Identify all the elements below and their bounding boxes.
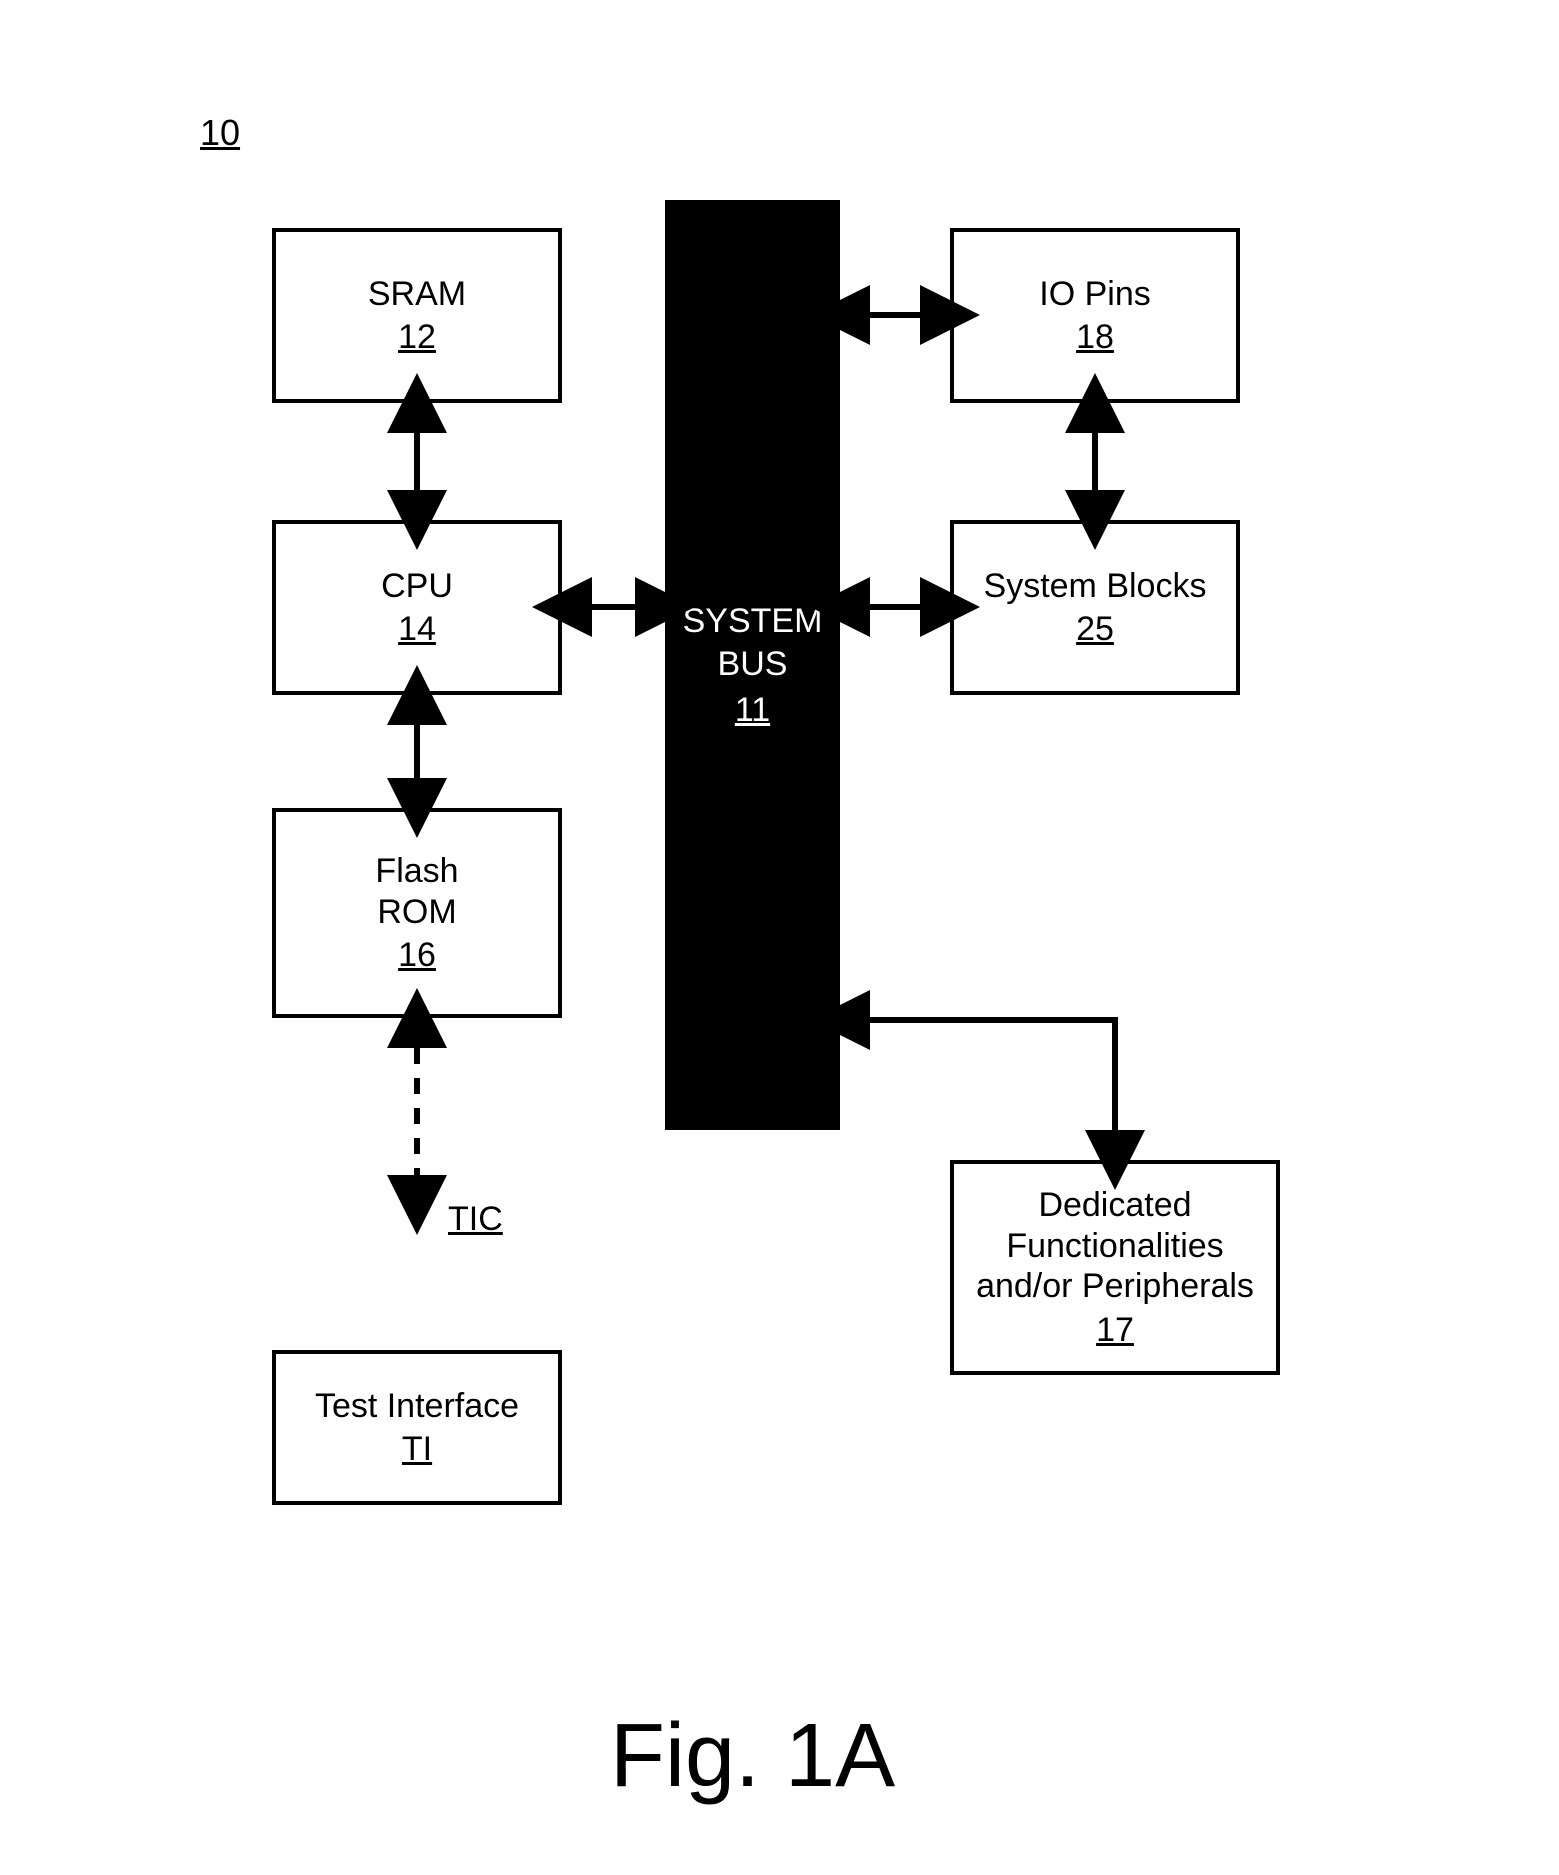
block-cpu: CPU 14 <box>272 520 562 695</box>
block-flash-label2: ROM <box>377 892 456 933</box>
block-flash-rom: Flash ROM 16 <box>272 808 562 1018</box>
block-cpu-label: CPU <box>381 566 453 607</box>
block-periph-ref: 17 <box>1096 1311 1134 1350</box>
block-bus-ref: 11 <box>735 691 770 730</box>
block-bus-label1: SYSTEM <box>683 600 823 643</box>
block-iopins-label: IO Pins <box>1039 274 1150 315</box>
block-bus-label2: BUS <box>718 643 788 686</box>
figure-caption: Fig. 1A <box>610 1705 895 1808</box>
figure-ref-number: 10 <box>200 112 240 154</box>
tic-label: TIC <box>448 1200 503 1239</box>
block-periph-label3: and/or Peripherals <box>976 1266 1254 1307</box>
block-periph-label2: Functionalities <box>1006 1226 1223 1267</box>
tic-label-text: TIC <box>448 1200 503 1238</box>
block-sysblk-label: System Blocks <box>984 566 1207 607</box>
block-periph-label1: Dedicated <box>1038 1185 1191 1226</box>
block-peripherals: Dedicated Functionalities and/or Periphe… <box>950 1160 1280 1375</box>
diagram-canvas: 10 SRAM 12 CPU 14 Flash ROM 16 SYSTEM BU… <box>0 0 1559 1875</box>
arrow-bus-periph <box>840 1020 1115 1160</box>
block-cpu-ref: 14 <box>398 610 436 649</box>
block-testif-label: Test Interface <box>315 1386 519 1427</box>
block-io-pins: IO Pins 18 <box>950 228 1240 403</box>
block-testif-ref: TI <box>402 1430 432 1469</box>
block-sram-label: SRAM <box>368 274 466 315</box>
block-sysblk-ref: 25 <box>1076 610 1114 649</box>
block-test-interface: Test Interface TI <box>272 1350 562 1505</box>
figure-ref-number-text: 10 <box>200 112 240 153</box>
block-flash-ref: 16 <box>398 936 436 975</box>
figure-caption-text: Fig. 1A <box>610 1706 895 1806</box>
block-flash-label1: Flash <box>375 851 458 892</box>
block-system-bus: SYSTEM BUS 11 <box>665 200 840 1130</box>
block-sram-ref: 12 <box>398 318 436 357</box>
block-sram: SRAM 12 <box>272 228 562 403</box>
block-system-blocks: System Blocks 25 <box>950 520 1240 695</box>
block-iopins-ref: 18 <box>1076 318 1114 357</box>
